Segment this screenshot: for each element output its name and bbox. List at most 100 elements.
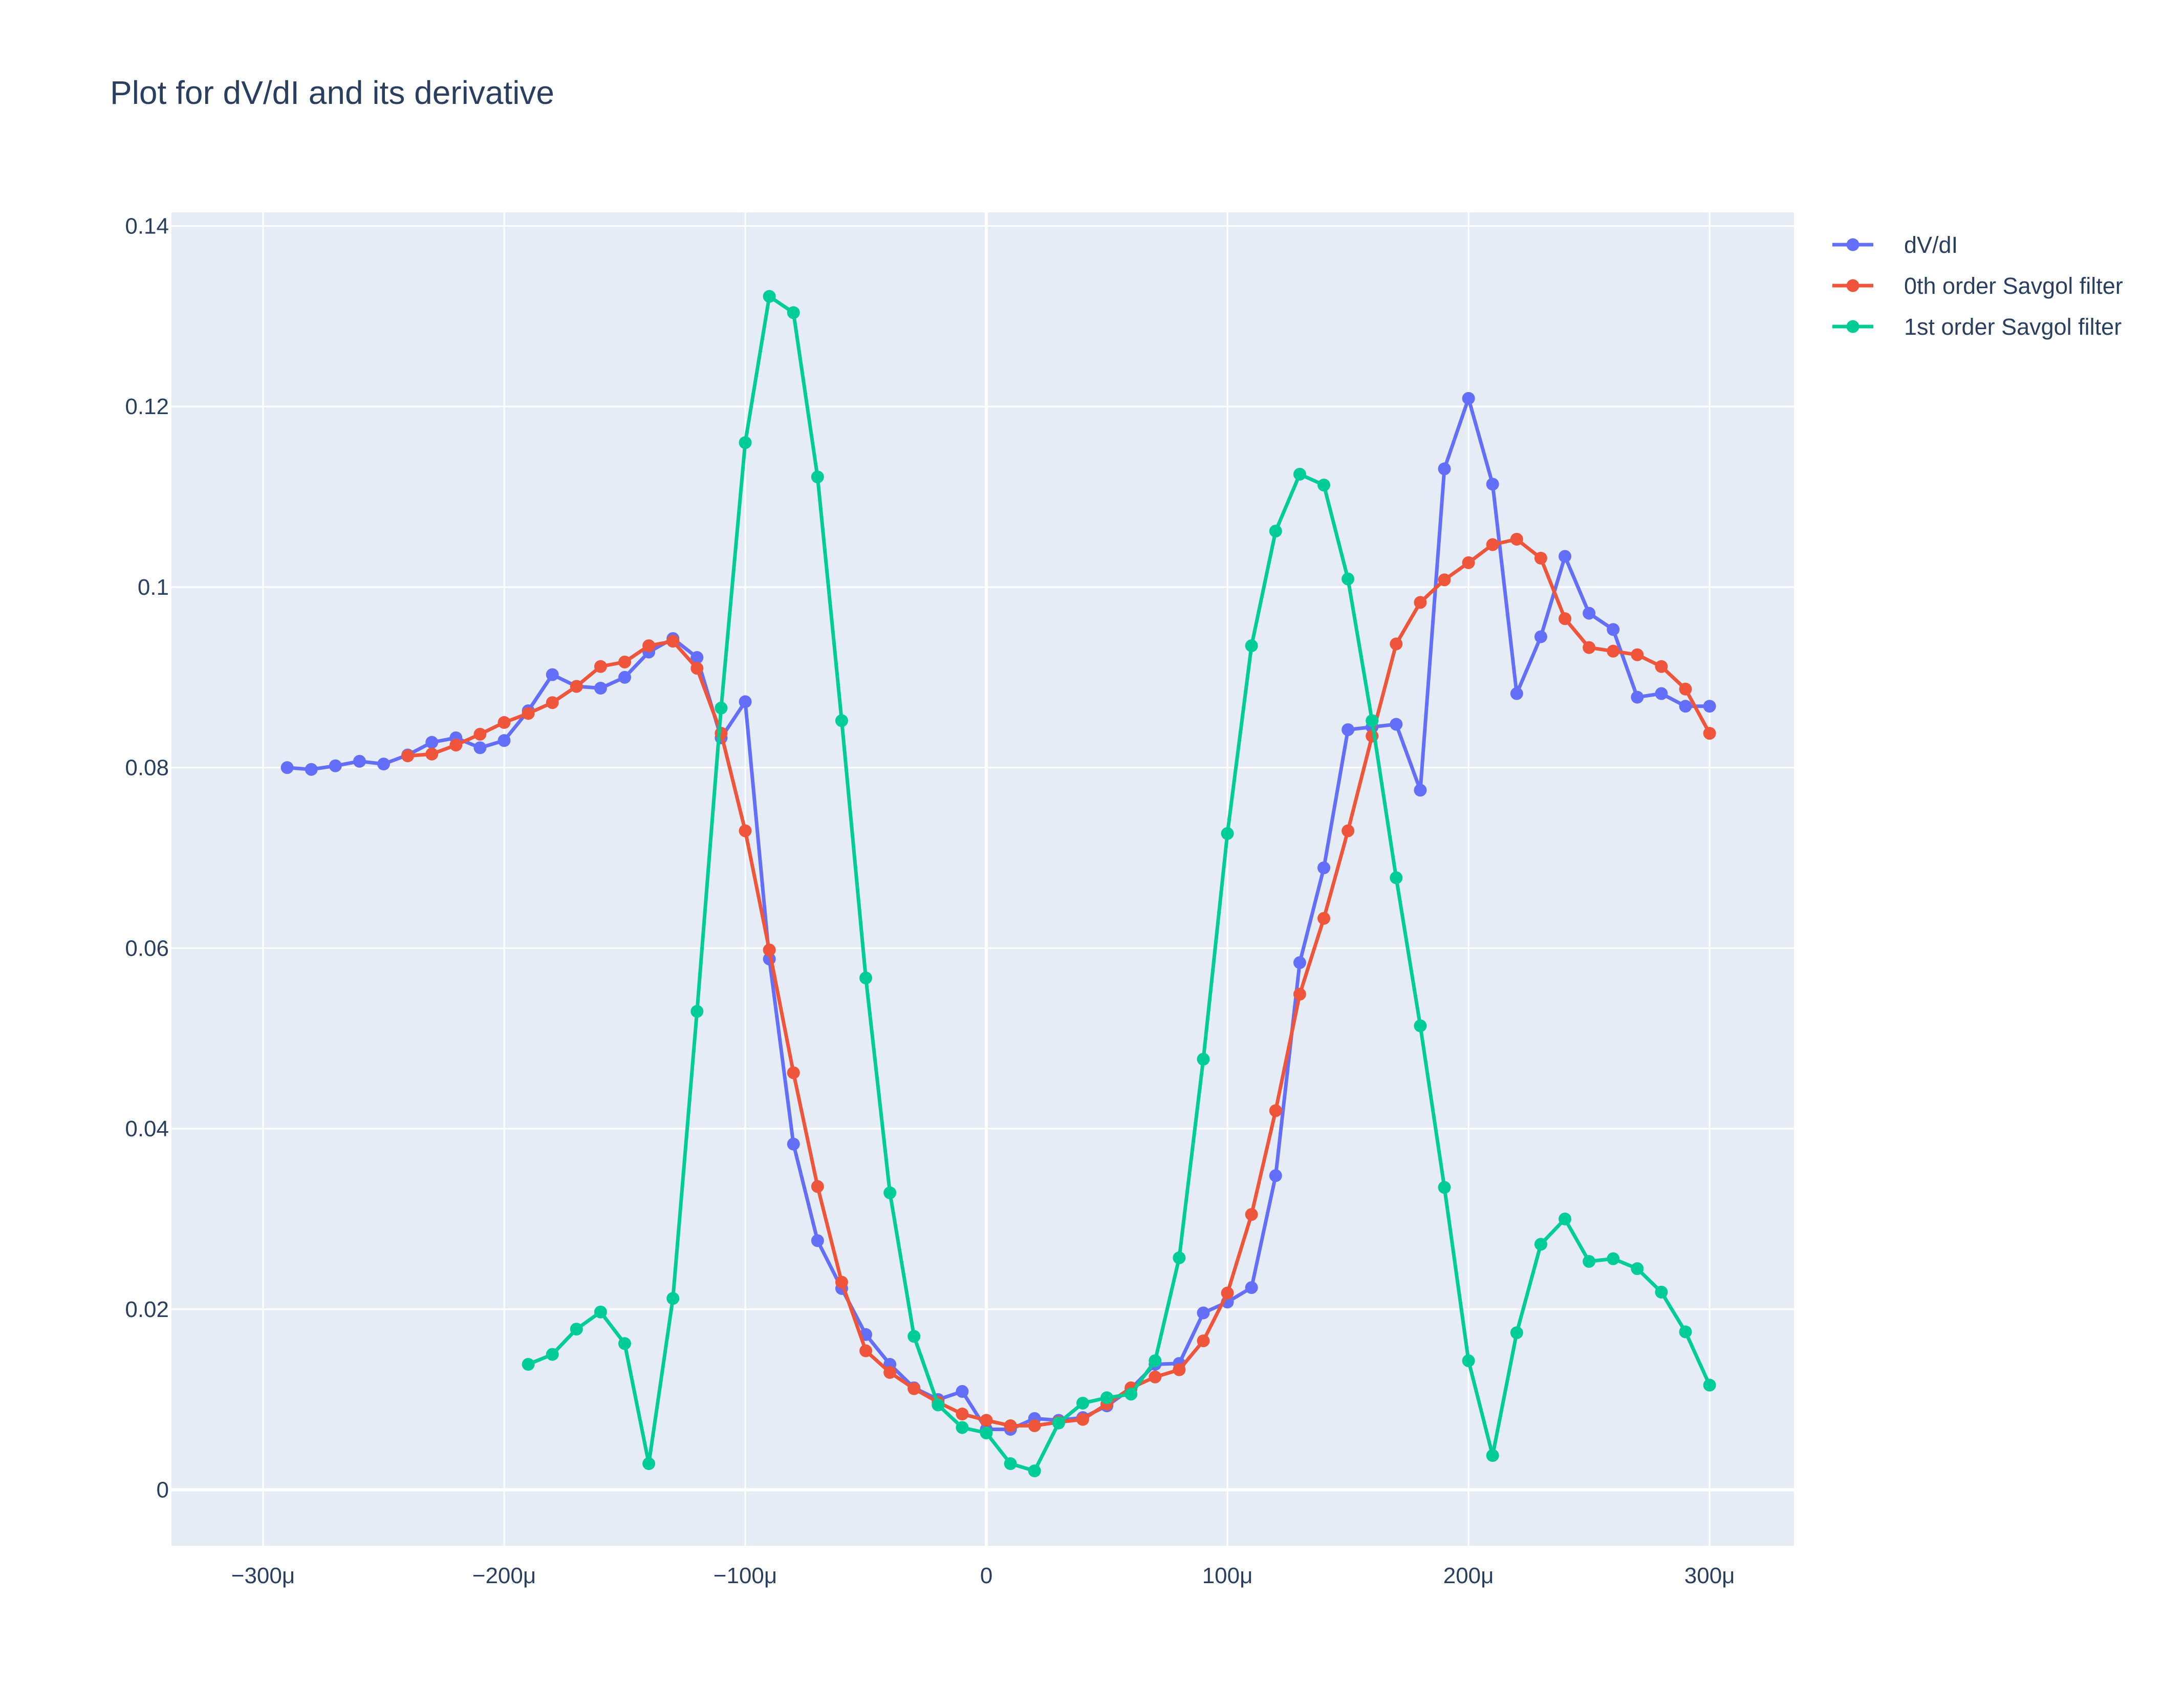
data-point[interactable] xyxy=(980,1427,993,1440)
series-line[interactable] xyxy=(527,294,1712,1473)
data-point[interactable] xyxy=(1583,607,1596,620)
data-point[interactable] xyxy=(1703,727,1716,740)
data-point[interactable] xyxy=(594,660,607,673)
data-point[interactable] xyxy=(1438,573,1451,587)
data-point[interactable] xyxy=(1559,550,1572,563)
data-point[interactable] xyxy=(1245,1208,1258,1221)
data-point[interactable] xyxy=(1269,1104,1282,1117)
data-point[interactable] xyxy=(1100,1391,1114,1405)
data-point[interactable] xyxy=(1559,1213,1572,1226)
data-point[interactable] xyxy=(280,761,294,774)
data-point[interactable] xyxy=(1366,714,1379,727)
data-point[interactable] xyxy=(305,763,318,776)
data-point[interactable] xyxy=(1052,1416,1065,1430)
data-point[interactable] xyxy=(1655,687,1668,700)
data-point[interactable] xyxy=(1559,612,1572,625)
series-1[interactable] xyxy=(401,532,1716,1432)
data-point[interactable] xyxy=(787,306,800,319)
data-point[interactable] xyxy=(1342,572,1355,586)
data-point[interactable] xyxy=(956,1385,969,1398)
data-point[interactable] xyxy=(1486,1449,1499,1462)
data-point[interactable] xyxy=(666,635,680,648)
legend[interactable]: dV/dI 0th order Savgol filter 1st order Sa… xyxy=(1832,232,2123,340)
data-point[interactable] xyxy=(715,701,728,715)
data-point[interactable] xyxy=(1149,1354,1162,1367)
data-point[interactable] xyxy=(883,1366,897,1379)
data-point[interactable] xyxy=(1462,392,1475,405)
data-point[interactable] xyxy=(1221,827,1234,840)
data-point[interactable] xyxy=(1631,690,1644,704)
data-point[interactable] xyxy=(1269,1169,1282,1182)
data-point[interactable] xyxy=(473,741,487,754)
data-point[interactable] xyxy=(642,639,656,653)
data-point[interactable] xyxy=(835,1276,848,1289)
legend-item[interactable]: 1st order Savgol filter xyxy=(1832,314,2122,340)
data-point[interactable] xyxy=(618,655,632,668)
data-point[interactable] xyxy=(1655,660,1668,673)
data-point[interactable] xyxy=(1004,1457,1017,1471)
data-point[interactable] xyxy=(546,1348,559,1361)
data-point[interactable] xyxy=(1486,538,1499,551)
data-point[interactable] xyxy=(1149,1370,1162,1384)
data-point[interactable] xyxy=(449,739,463,752)
data-point[interactable] xyxy=(570,1323,583,1336)
data-point[interactable] xyxy=(956,1421,969,1434)
data-point[interactable] xyxy=(522,707,535,720)
data-point[interactable] xyxy=(907,1330,921,1343)
data-point[interactable] xyxy=(1607,623,1620,636)
data-point[interactable] xyxy=(1197,1334,1210,1348)
data-point[interactable] xyxy=(1583,641,1596,654)
data-point[interactable] xyxy=(498,734,511,747)
data-point[interactable] xyxy=(1342,824,1355,837)
data-point[interactable] xyxy=(594,681,607,695)
data-point[interactable] xyxy=(739,695,752,708)
data-point[interactable] xyxy=(1028,1419,1041,1432)
data-point[interactable] xyxy=(1245,639,1258,653)
data-point[interactable] xyxy=(1173,1251,1186,1264)
data-point[interactable] xyxy=(1028,1464,1041,1478)
data-point[interactable] xyxy=(329,759,342,772)
data-point[interactable] xyxy=(1414,596,1427,609)
data-point[interactable] xyxy=(425,736,439,749)
data-point[interactable] xyxy=(1414,1019,1427,1032)
data-point[interactable] xyxy=(1631,1262,1644,1276)
data-point[interactable] xyxy=(1076,1396,1089,1410)
data-point[interactable] xyxy=(763,943,776,957)
data-point[interactable] xyxy=(690,662,704,675)
data-point[interactable] xyxy=(811,1234,824,1247)
data-point[interactable] xyxy=(353,754,366,768)
data-point[interactable] xyxy=(1534,552,1547,565)
data-point[interactable] xyxy=(642,1457,656,1471)
data-point[interactable] xyxy=(1534,630,1547,643)
data-point[interactable] xyxy=(1293,987,1306,1001)
data-point[interactable] xyxy=(522,1357,535,1371)
data-point[interactable] xyxy=(1607,1252,1620,1265)
data-point[interactable] xyxy=(1438,462,1451,476)
data-point[interactable] xyxy=(1703,700,1716,713)
data-point[interactable] xyxy=(1462,1354,1475,1367)
data-point[interactable] xyxy=(1510,532,1523,546)
data-point[interactable] xyxy=(932,1398,945,1412)
data-point[interactable] xyxy=(1703,1378,1716,1392)
data-point[interactable] xyxy=(1269,525,1282,538)
data-point[interactable] xyxy=(1125,1388,1138,1401)
data-point[interactable] xyxy=(1076,1413,1089,1426)
data-point[interactable] xyxy=(1510,1326,1523,1340)
data-point[interactable] xyxy=(883,1186,897,1199)
data-point[interactable] xyxy=(1221,1286,1234,1300)
data-point[interactable] xyxy=(546,696,559,709)
data-point[interactable] xyxy=(1438,1181,1451,1194)
data-point[interactable] xyxy=(859,1344,873,1357)
series-2[interactable] xyxy=(522,290,1716,1478)
data-point[interactable] xyxy=(690,651,704,664)
data-point[interactable] xyxy=(980,1414,993,1427)
data-point[interactable] xyxy=(811,1180,824,1193)
data-point[interactable] xyxy=(1414,784,1427,797)
data-point[interactable] xyxy=(377,758,391,771)
data-point[interactable] xyxy=(546,668,559,681)
data-point[interactable] xyxy=(763,290,776,303)
data-point[interactable] xyxy=(1173,1363,1186,1376)
data-point[interactable] xyxy=(956,1407,969,1420)
data-point[interactable] xyxy=(1679,1325,1692,1338)
data-point[interactable] xyxy=(787,1066,800,1079)
